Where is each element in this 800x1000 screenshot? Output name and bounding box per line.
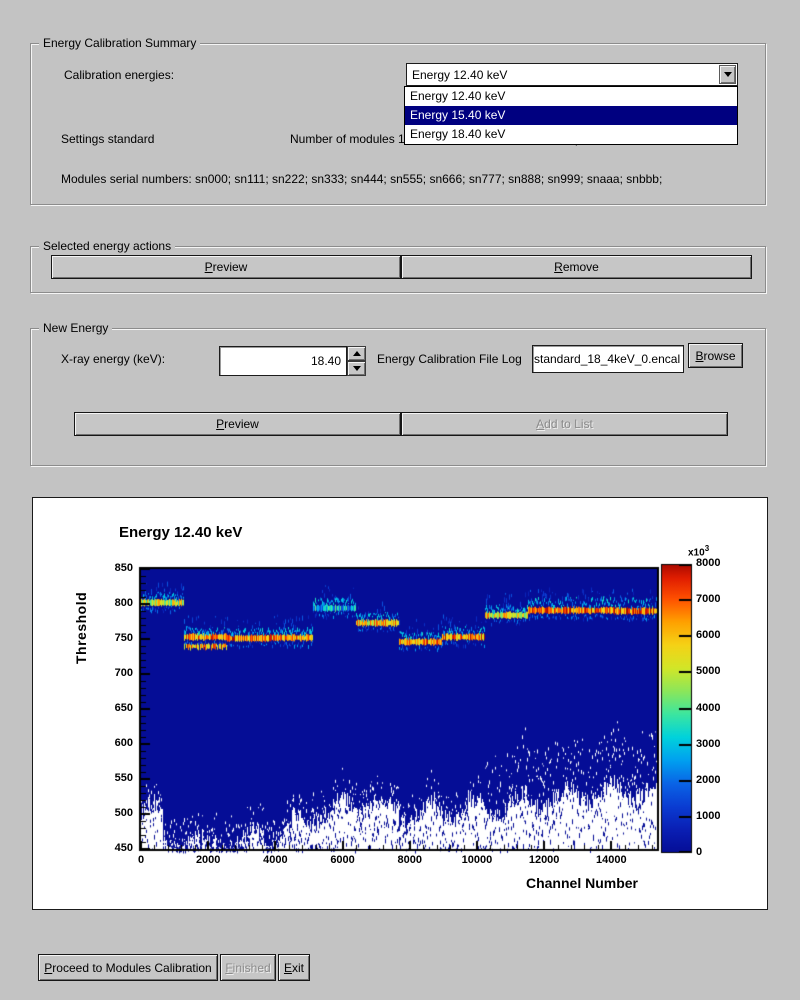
xray-energy-spin-up-button[interactable] (347, 346, 366, 361)
xray-energy-spin-down-button[interactable] (347, 361, 366, 376)
exit-button-label: Exit (283, 960, 304, 975)
y-tick-label: 500 (114, 807, 133, 819)
triangle-up-icon (352, 351, 361, 356)
colorbar-tick-label: 5000 (696, 665, 721, 678)
modules-serial-numbers-label: Modules serial numbers: sn000; sn111; sn… (61, 172, 663, 186)
colorbar-exponent: x103 (688, 544, 710, 559)
dropdown-option-energy-18-40[interactable]: Energy 18.40 keV (410, 127, 506, 141)
x-tick-label: 0 (137, 854, 145, 866)
proceed-to-modules-calibration-button[interactable]: Proceed to Modules Calibration (38, 954, 218, 981)
colorbar-tick-label: 7000 (696, 593, 721, 606)
file-log-input[interactable] (532, 345, 684, 373)
xray-energy-input[interactable] (219, 346, 347, 376)
colorbar-tick-label: 8000 (696, 557, 721, 569)
calibration-energies-combobox[interactable]: Energy 12.40 keV (406, 63, 738, 86)
triangle-down-icon (352, 366, 361, 371)
combobox-selected-value: Energy 12.40 keV (412, 67, 508, 82)
colorbar-tick-label: 1000 (696, 809, 721, 822)
x-tick-label: 2000 (195, 854, 221, 866)
chevron-down-icon (723, 72, 732, 77)
colorbar-tick-label: 4000 (696, 701, 721, 714)
number-of-modules-label: Number of modules 12 (290, 132, 412, 146)
y-tick-label: 700 (114, 667, 133, 679)
preview-new-energy-button[interactable]: Preview (74, 412, 401, 436)
colorbar-tick-label: 3000 (696, 737, 721, 750)
remove-button-label: Remove (554, 260, 599, 274)
new-energy-group: New Energy X-ray energy (keV): Energy Ca… (30, 321, 766, 466)
preview-new-energy-button-label: Preview (216, 417, 259, 431)
file-log-label: Energy Calibration File Log (377, 352, 522, 366)
remove-button[interactable]: Remove (401, 255, 752, 279)
proceed-button-label: Proceed to Modules Calibration (44, 960, 212, 975)
energy-calibration-summary-legend: Energy Calibration Summary (39, 36, 201, 50)
y-tick-label: 600 (114, 737, 133, 749)
colorbar-tick-label: 0 (696, 846, 703, 858)
add-to-list-button-label: Add to List (536, 417, 593, 431)
combobox-dropdown-list: Energy 12.40 keV Energy 15.40 keV Energy… (404, 86, 738, 145)
y-tick-label: 550 (114, 772, 133, 784)
preview-selected-button-label: Preview (204, 260, 248, 274)
x-tick-label: 14000 (596, 854, 627, 866)
calibration-heatmap-canvas (33, 498, 769, 909)
finished-button[interactable]: Finished (220, 954, 276, 981)
calibration-plot-panel: Energy 12.40 keV Threshold Channel Numbe… (32, 497, 769, 910)
x-tick-label: 10000 (461, 854, 493, 866)
browse-button-label: Browse (695, 348, 736, 363)
selected-energy-actions-legend: Selected energy actions (39, 239, 176, 253)
selected-energy-actions-group: Selected energy actions Preview Remove (30, 239, 766, 293)
x-tick-label: 6000 (330, 854, 355, 866)
colorbar-tick-label: 2000 (696, 773, 721, 786)
y-tick-label: 450 (114, 842, 133, 854)
calibration-energies-label: Calibration energies: (64, 68, 175, 82)
preview-selected-button[interactable]: Preview (51, 255, 401, 279)
combobox-dropdown-button[interactable] (719, 65, 736, 84)
y-tick-label: 650 (114, 702, 133, 714)
x-tick-label: 8000 (397, 854, 422, 866)
y-tick-label: 800 (114, 597, 133, 609)
y-tick-label: 850 (114, 562, 133, 574)
y-axis-title: Threshold (73, 591, 89, 664)
new-energy-legend: New Energy (39, 321, 113, 335)
exit-button[interactable]: Exit (278, 954, 310, 981)
x-tick-label: 12000 (528, 854, 560, 866)
finished-button-label: Finished (225, 960, 271, 975)
chart-title: Energy 12.40 keV (119, 524, 243, 541)
x-tick-label: 4000 (263, 854, 288, 866)
y-tick-label: 750 (114, 632, 133, 644)
x-axis-title: Channel Number (525, 875, 638, 891)
dropdown-option-energy-15-40-highlighted[interactable]: Energy 15.40 keV (405, 106, 737, 125)
add-to-list-button[interactable]: Add to List (401, 412, 728, 436)
energy-calibration-summary-group: Energy Calibration Summary Calibration e… (30, 36, 766, 205)
settings-standard-label: Settings standard (61, 132, 155, 146)
xray-energy-label: X-ray energy (keV): (61, 352, 166, 366)
dropdown-option-energy-12-40[interactable]: Energy 12.40 keV (410, 89, 506, 103)
colorbar-tick-label: 6000 (696, 629, 721, 642)
browse-button[interactable]: Browse (688, 343, 743, 368)
